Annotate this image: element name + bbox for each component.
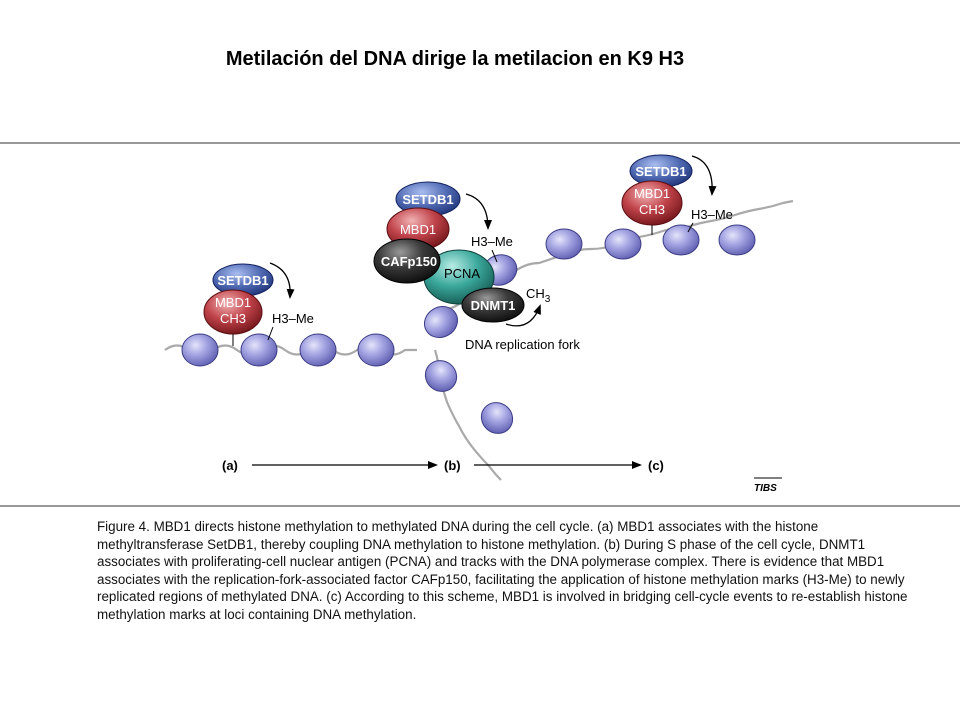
diagram: SETDB1 MBD1 CH3 H3–Me SETDB1 MBD1 PCNA C… [0,142,960,507]
stage-a-label: (a) [222,458,238,473]
h3me-label: H3–Me [691,207,733,222]
nucleosome [357,333,395,367]
page-title: Metilación del DNA dirige la metilacion … [225,48,685,70]
nucleosome [240,333,278,367]
nucleosome [545,228,583,260]
nucleosome [604,228,642,260]
figure-caption: Figure 4. MBD1 directs histone methylati… [97,518,917,624]
nucleosome [662,224,700,256]
dnmt1-protein [461,287,525,323]
cafp150-label: CAFp150 [381,254,437,269]
nucleosome [299,333,337,367]
mbd1-label: MBD1 [400,222,436,237]
cafp150-protein [373,238,441,284]
curved-arrow [269,262,295,299]
h3me-pointer [491,249,498,263]
nucleosome [424,360,458,392]
nucleosome [181,333,219,367]
ch3-label: CH3 [220,311,246,326]
mbd1-label: MBD1 [215,295,251,310]
timeline: (a) (b) (c) [222,458,664,473]
setdb1-label: SETDB1 [402,192,453,207]
stage-b-label: (b) [444,458,461,473]
h3me-pointer [687,222,694,233]
figure: SETDB1 MBD1 CH3 H3–Me SETDB1 MBD1 PCNA C… [0,140,960,510]
h3me-label: H3–Me [272,311,314,326]
nucleosome [423,305,459,339]
caption-text: Figure 4. MBD1 directs histone methylati… [97,519,908,622]
nucleosomes [181,224,756,434]
ch3-label: CH3 [639,202,665,217]
fork-label: DNA replication fork [465,337,580,352]
dnmt1-label: DNMT1 [471,298,516,313]
setdb1-label: SETDB1 [635,164,686,179]
h3me-label: H3–Me [471,234,513,249]
stage-c-label: (c) [648,458,664,473]
complex-b: SETDB1 MBD1 PCNA CAFp150 DNMT1 H3–Me CH3… [373,181,580,352]
pcna-label: PCNA [444,266,480,281]
ch3-sub-label: CH3 [526,286,551,305]
curved-arrow [465,193,492,230]
complex-a: SETDB1 MBD1 CH3 H3–Me [203,262,314,346]
nucleosome [480,402,514,434]
h3me-pointer [267,326,274,341]
mbd1-label: MBD1 [634,186,670,201]
credit-label: TIBS [754,483,777,494]
curved-arrow [505,304,541,327]
nucleosome [718,224,756,256]
curved-arrow [691,155,717,196]
setdb1-label: SETDB1 [217,273,268,288]
complex-c: SETDB1 MBD1 CH3 H3–Me [621,154,733,235]
